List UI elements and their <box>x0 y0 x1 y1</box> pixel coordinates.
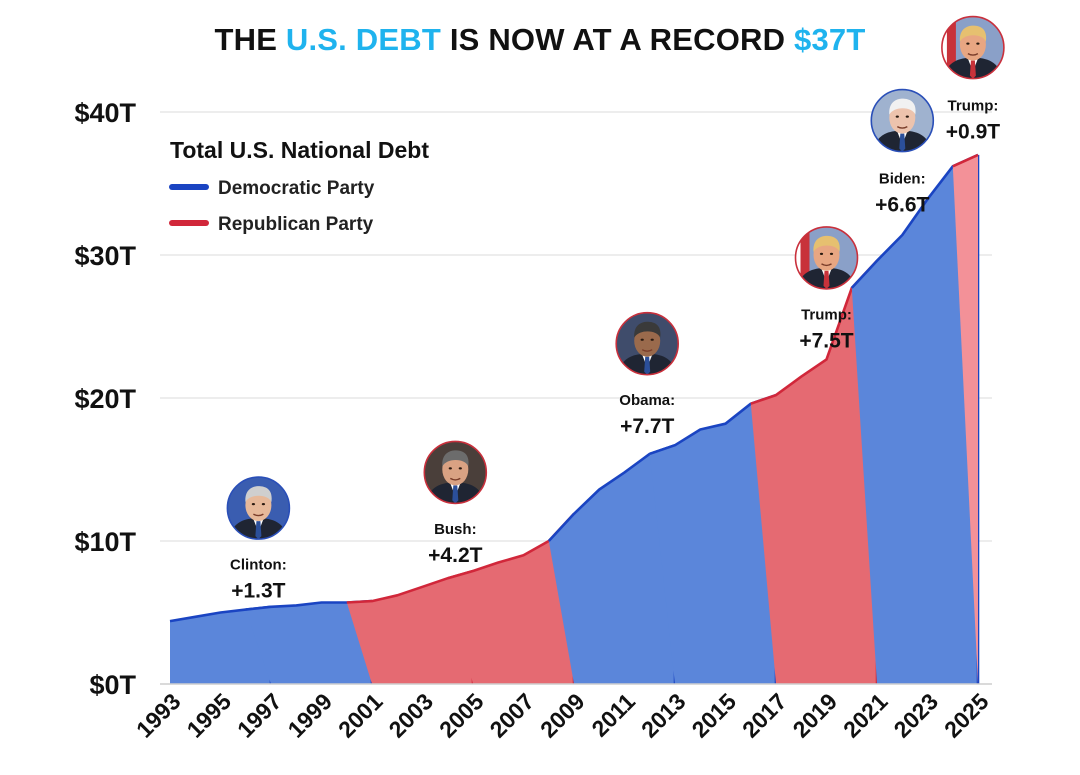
debt-increase-label: +0.9T <box>946 121 1000 144</box>
president-name-label: Trump: <box>801 306 852 323</box>
legend-label-democratic: Democratic Party <box>218 178 375 199</box>
president-annotations: Clinton: +1.3T Bush: +4.2T Obama: +7.7T Trump:… <box>226 15 1005 603</box>
president-name-label: Biden: <box>879 171 926 188</box>
area-segment-dem-2012 <box>649 395 776 684</box>
x-tick-label: 2007 <box>484 688 539 743</box>
debt-increase-label: +4.2T <box>428 544 482 567</box>
title-part-3: IS NOW AT A RECORD <box>441 22 795 57</box>
president-name-label: Obama: <box>619 392 675 409</box>
bush-portrait <box>423 440 488 505</box>
debt-increase-label: +7.5T <box>799 329 853 352</box>
president-name-label: Trump: <box>948 98 999 115</box>
area-segment-rep-2016 <box>750 260 877 684</box>
president-name-label: Bush: <box>434 521 477 538</box>
annotation-trump-3: Trump: +7.5T <box>794 226 859 352</box>
area-segment-rep-2024 <box>952 154 978 684</box>
debt-increase-label: +7.7T <box>620 415 674 438</box>
x-tick-label: 1993 <box>131 688 186 743</box>
area-segment-dem-1993 <box>170 606 271 684</box>
biden-portrait <box>870 88 935 153</box>
area-segment-dem-2008 <box>548 445 675 684</box>
legend: Total U.S. National Debt Democratic Part… <box>169 137 429 235</box>
area-segments <box>160 153 992 685</box>
area-segment-rep-2000 <box>346 571 473 684</box>
x-tick-label: 2021 <box>838 688 893 743</box>
legend-title: Total U.S. National Debt <box>170 137 429 163</box>
annotation-clinton-0: Clinton: +1.3T <box>226 476 291 603</box>
obama-portrait <box>615 311 680 376</box>
y-tick-label: $40T <box>74 98 136 128</box>
y-tick-label: $20T <box>74 384 136 414</box>
x-tick-label: 2013 <box>636 688 691 743</box>
x-tick-label: 1999 <box>282 688 337 743</box>
x-tick-label: 2005 <box>434 688 489 743</box>
x-tick-label: 2009 <box>535 688 590 743</box>
x-tick-label: 2011 <box>586 688 640 742</box>
y-tick-label: $30T <box>74 241 136 271</box>
trump-portrait <box>794 226 859 290</box>
x-tick-label: 2019 <box>787 688 842 743</box>
title-part-1: THE <box>214 22 286 57</box>
x-tick-label: 2003 <box>383 688 438 743</box>
x-tick-label: 2015 <box>686 688 741 743</box>
area-segment-dem-1996 <box>245 601 372 684</box>
chart-title: THE U.S. DEBT IS NOW AT A RECORD $37T <box>0 22 1080 58</box>
debt-line-rep-2024 <box>952 153 979 168</box>
x-tick-label: 2017 <box>737 688 792 743</box>
x-tick-label: 2001 <box>333 688 388 743</box>
annotation-bush-1: Bush: +4.2T <box>423 440 488 567</box>
x-tick-label: 1995 <box>181 688 236 743</box>
debt-increase-label: +1.3T <box>231 580 285 603</box>
x-tick-label: 1997 <box>232 688 287 743</box>
x-tick-label: 2023 <box>888 688 943 743</box>
x-tick-label: 2025 <box>939 688 994 743</box>
legend-label-republican: Republican Party <box>218 214 374 235</box>
annotation-biden-4: Biden: +6.6T <box>870 88 935 217</box>
trump-portrait <box>941 15 1005 80</box>
title-highlight-amount: $37T <box>794 22 866 57</box>
area-segment-rep-2004 <box>447 513 574 684</box>
debt-increase-label: +6.6T <box>875 194 929 217</box>
annotation-trump-5: Trump: +0.9T <box>941 15 1005 144</box>
y-tick-label: $10T <box>74 527 136 557</box>
annotation-obama-2: Obama: +7.7T <box>615 311 680 438</box>
area-segment-dem-2020 <box>851 154 978 684</box>
title-highlight-us-debt: U.S. DEBT <box>285 22 441 57</box>
x-axis: 1993199519971999200120032005200720092011… <box>131 688 994 743</box>
y-tick-label: $0T <box>89 670 136 700</box>
y-axis: $0T $10T $20T $30T $40T <box>74 98 136 700</box>
president-name-label: Clinton: <box>230 557 287 574</box>
clinton-portrait <box>226 476 291 540</box>
